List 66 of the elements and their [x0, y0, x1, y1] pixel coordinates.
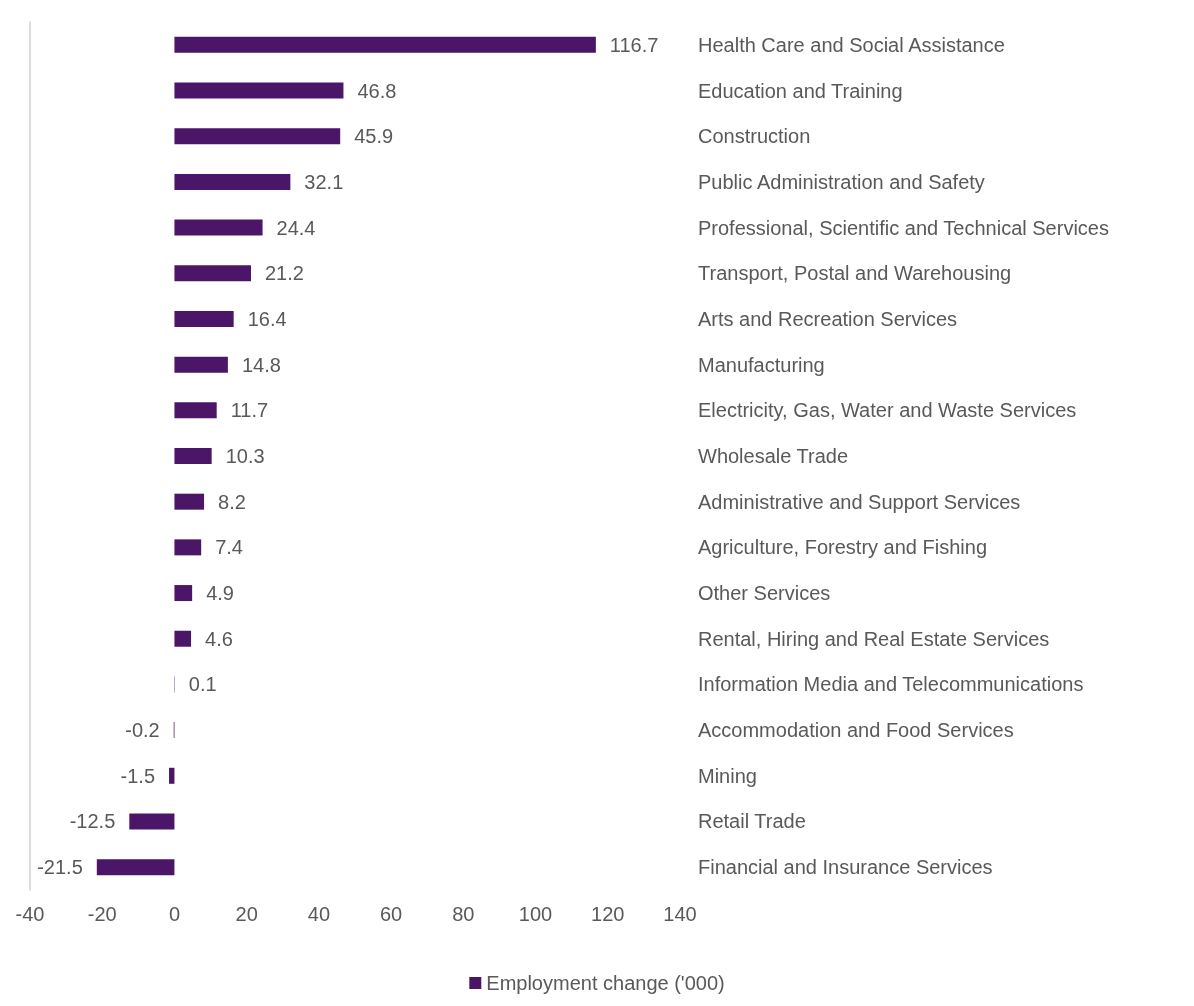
y-tick-label: Administrative and Support Services	[698, 490, 1021, 513]
data-label: 21.2	[265, 262, 304, 285]
data-label: 10.3	[225, 445, 265, 467]
y-tick-label: Transport, Postal and Warehousing	[698, 262, 1012, 285]
data-label: 0.1	[188, 673, 217, 696]
data-label: 116.7	[609, 33, 659, 56]
bar	[174, 128, 341, 145]
bar	[174, 402, 217, 419]
legend-label: Employment change ('000)	[486, 972, 725, 994]
data-label: 11.7	[230, 399, 269, 422]
x-tick-label: -20	[87, 903, 117, 925]
y-tick-label: Construction	[698, 125, 811, 148]
data-label: 46.8	[357, 79, 397, 102]
y-tick-label: Mining	[698, 764, 757, 787]
x-tick-label: 140	[663, 903, 697, 925]
x-tick-label: 120	[591, 903, 625, 925]
y-tick-label: Manufacturing	[698, 353, 825, 376]
data-label: 14.8	[241, 353, 281, 376]
y-tick-label: Accommodation and Food Services	[698, 719, 1014, 742]
y-tick-label: Health Care and Social Assistance	[698, 33, 1005, 56]
data-label: -0.2	[125, 719, 160, 742]
bar	[174, 36, 596, 53]
bar	[174, 585, 193, 602]
data-label: 32.1	[304, 170, 344, 193]
y-tick-label: Wholesale Trade	[698, 445, 849, 467]
bar	[96, 859, 175, 876]
x-tick-label: 80	[452, 903, 475, 925]
bar	[174, 539, 202, 556]
data-label: -21.5	[37, 856, 83, 879]
bar	[174, 630, 192, 647]
x-tick-label: 60	[379, 903, 403, 925]
bar	[129, 813, 175, 830]
data-label: -12.5	[69, 810, 116, 833]
bar	[174, 265, 251, 282]
bar	[174, 493, 205, 510]
bar	[174, 82, 344, 99]
data-label: 4.9	[206, 582, 234, 605]
data-label: -1.5	[120, 764, 156, 787]
y-tick-label: Public Administration and Safety	[698, 170, 985, 193]
x-tick-label: 20	[235, 903, 258, 925]
y-tick-label: Arts and Recreation Services	[698, 307, 958, 330]
x-tick-label: 100	[518, 903, 553, 925]
y-tick-label: Agriculture, Forestry and Fishing	[698, 536, 988, 559]
data-label: 24.4	[276, 216, 316, 239]
bar	[174, 448, 212, 464]
bar	[174, 310, 234, 327]
x-tick-label: -40	[15, 903, 45, 925]
y-tick-label: Professional, Scientific and Technical Services	[698, 216, 1109, 239]
y-tick-label: Information Media and Telecommunications	[698, 673, 1084, 696]
y-tick-label: Other Services	[698, 582, 831, 605]
data-label: 45.9	[354, 125, 394, 148]
y-tick-label: Education and Training	[698, 79, 903, 102]
y-tick-label: Electricity, Gas, Water and Waste Services	[698, 399, 1077, 422]
y-tick-label: Rental, Hiring and Real Estate Services	[698, 627, 1050, 650]
x-tick-label: 0	[168, 903, 181, 925]
bar	[174, 173, 291, 190]
x-tick-label: 40	[307, 903, 331, 925]
bar	[174, 356, 228, 373]
data-label: 16.4	[247, 307, 287, 330]
bar	[169, 767, 175, 784]
y-tick-label: Financial and Insurance Services	[698, 856, 993, 879]
y-tick-label: Retail Trade	[698, 810, 806, 833]
bar	[174, 219, 263, 236]
data-label: 7.4	[215, 536, 243, 559]
data-label: 8.2	[218, 490, 246, 513]
data-label: 4.6	[205, 627, 233, 650]
